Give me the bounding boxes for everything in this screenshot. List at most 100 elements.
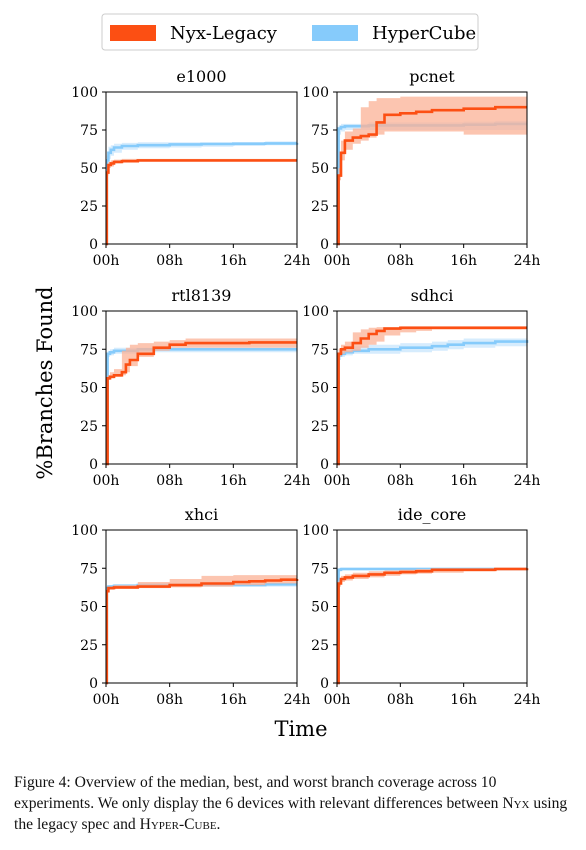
band-nyx-legacy — [106, 575, 297, 683]
y-tick-label: 25 — [80, 419, 98, 435]
x-tick-label: 08h — [387, 692, 414, 708]
band-nyx-legacy — [106, 338, 297, 464]
x-tick-label: 00h — [93, 473, 120, 489]
line-hypercube — [337, 122, 527, 246]
y-tick-label: 0 — [89, 237, 98, 253]
legend-label-hypercube: HyperCube — [372, 23, 476, 44]
x-tick-label: 00h — [93, 692, 120, 708]
caption-text-3: . — [216, 816, 221, 833]
caption-nyx: Nyx — [502, 795, 530, 812]
x-tick-label: 16h — [220, 473, 247, 489]
subplot-ide_core: ide_core 0 25 50 75 100 00h 08h 16h 24h — [302, 505, 540, 708]
subplot-title: rtl8139 — [172, 286, 232, 305]
line-hypercube — [105, 583, 297, 685]
y-axis-label: %Branches Found — [33, 286, 57, 479]
y-tick-label: 25 — [80, 199, 98, 215]
y-tick-label: 0 — [320, 237, 329, 253]
x-tick-label: 08h — [156, 692, 183, 708]
subplot-sdhci: sdhci 0 25 50 75 100 00h 08h 16h 24h — [302, 286, 540, 489]
subplot-rtl8139: rtl8139 0 25 50 75 100 00h 08h 16h 24h — [71, 286, 310, 489]
y-tick-label: 25 — [311, 199, 329, 215]
y-tick-label: 100 — [302, 523, 329, 539]
subplot-title: pcnet — [409, 67, 455, 86]
y-tick-label: 75 — [311, 123, 329, 139]
line-nyx-legacy — [106, 341, 297, 466]
x-tick-label: 16h — [450, 473, 477, 489]
x-tick-label: 00h — [93, 253, 120, 269]
y-tick-label: 0 — [320, 457, 329, 473]
y-tick-label: 25 — [311, 419, 329, 435]
subplot-grid: e1000 0 25 50 75 100 00h 08h 16h 24h pcnet 0 25 50 75 1… — [71, 67, 540, 708]
x-tick-label: 08h — [156, 473, 183, 489]
y-tick-label: 50 — [80, 381, 98, 397]
y-tick-label: 25 — [311, 638, 329, 654]
band-nyx-legacy — [337, 566, 527, 683]
x-tick-label: 16h — [450, 253, 477, 269]
x-tick-label: 16h — [220, 253, 247, 269]
x-tick-label: 08h — [387, 253, 414, 269]
x-tick-label: 24h — [284, 473, 311, 489]
y-tick-label: 25 — [80, 638, 98, 654]
axes-frame — [105, 310, 298, 465]
caption-hypercube: Hyper-Cube — [139, 816, 217, 833]
band-hypercube — [337, 567, 527, 683]
x-tick-label: 00h — [324, 692, 351, 708]
x-tick-label: 00h — [324, 473, 351, 489]
x-tick-label: 08h — [387, 473, 414, 489]
figure-caption: Figure 4: Overview of the median, best, … — [14, 772, 574, 835]
y-tick-label: 75 — [80, 342, 98, 358]
figure: Nyx-Legacy HyperCube %Branches Found Tim… — [33, 13, 540, 741]
x-tick-label: 16h — [220, 692, 247, 708]
legend-swatch-hypercube — [312, 25, 358, 41]
band-nyx-legacy — [337, 326, 527, 464]
x-tick-label: 24h — [284, 253, 311, 269]
y-tick-label: 75 — [311, 342, 329, 358]
line-nyx-legacy — [105, 578, 299, 685]
subplot-title: sdhci — [411, 286, 454, 305]
line-nyx-legacy — [337, 326, 527, 466]
y-tick-label: 50 — [311, 161, 329, 177]
y-tick-label: 50 — [311, 381, 329, 397]
line-hypercube — [105, 142, 299, 246]
y-tick-label: 75 — [80, 561, 98, 577]
x-tick-label: 08h — [156, 253, 183, 269]
subplot-e1000: e1000 0 25 50 75 100 00h 08h 16h 24h — [71, 67, 310, 269]
y-tick-label: 50 — [80, 161, 98, 177]
y-tick-label: 50 — [311, 600, 329, 616]
line-nyx-legacy — [105, 159, 297, 246]
band-nyx-legacy — [106, 158, 297, 244]
caption-text-1: Figure 4: Overview of the median, best, … — [14, 774, 503, 812]
axes-frame — [105, 529, 298, 684]
y-tick-label: 0 — [320, 676, 329, 692]
y-tick-label: 0 — [89, 457, 98, 473]
subplot-title: e1000 — [176, 67, 226, 86]
legend: Nyx-Legacy HyperCube — [101, 13, 479, 51]
x-axis-label: Time — [274, 717, 327, 741]
band-nyx-legacy — [337, 96, 527, 244]
y-tick-label: 75 — [311, 561, 329, 577]
subplot-pcnet: pcnet 0 25 50 75 100 00h 08h 16h 24h — [302, 67, 540, 269]
y-tick-label: 50 — [80, 600, 98, 616]
x-tick-label: 24h — [514, 473, 541, 489]
band-hypercube — [106, 141, 297, 244]
y-tick-label: 100 — [71, 523, 98, 539]
y-tick-label: 100 — [71, 85, 98, 101]
subplot-title: xhci — [185, 505, 218, 524]
axes-frame — [336, 529, 528, 684]
line-hypercube — [337, 567, 527, 685]
subplot-title: ide_core — [398, 505, 467, 524]
x-tick-label: 24h — [514, 692, 541, 708]
caption-text-2: using the legacy spec and — [14, 795, 568, 833]
legend-label-nyx: Nyx-Legacy — [170, 23, 278, 44]
x-tick-label: 00h — [324, 253, 351, 269]
y-tick-label: 75 — [80, 123, 98, 139]
line-nyx-legacy — [337, 105, 527, 246]
x-tick-label: 16h — [450, 692, 477, 708]
y-tick-label: 100 — [71, 304, 98, 320]
x-tick-label: 24h — [284, 692, 311, 708]
band-hypercube — [106, 582, 297, 683]
y-tick-label: 100 — [302, 85, 329, 101]
line-hypercube — [106, 348, 297, 466]
line-hypercube — [337, 340, 529, 466]
y-tick-label: 100 — [302, 304, 329, 320]
